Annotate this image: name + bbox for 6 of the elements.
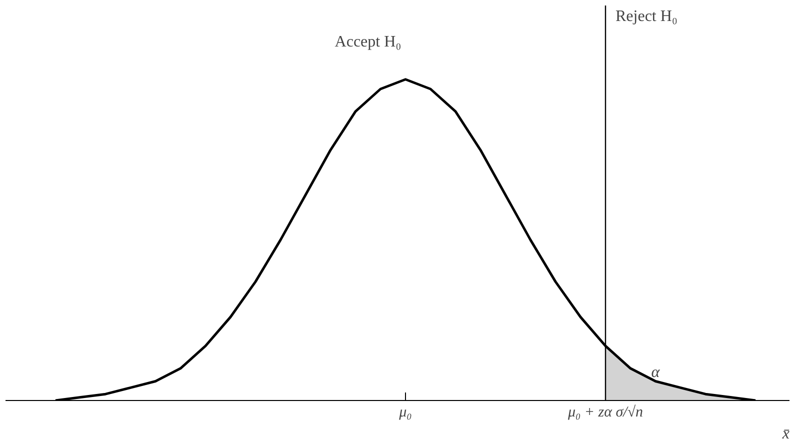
x-axis-title: x̄ [781,426,790,442]
ref-line-label: Reject H₀ [616,8,678,25]
annotation: α [651,364,660,382]
x-tick-label: μ₀ [398,404,412,420]
x-tick-label: μ₀ + zα σ/√n [566,404,644,420]
text: Accept H₀ [334,33,402,50]
